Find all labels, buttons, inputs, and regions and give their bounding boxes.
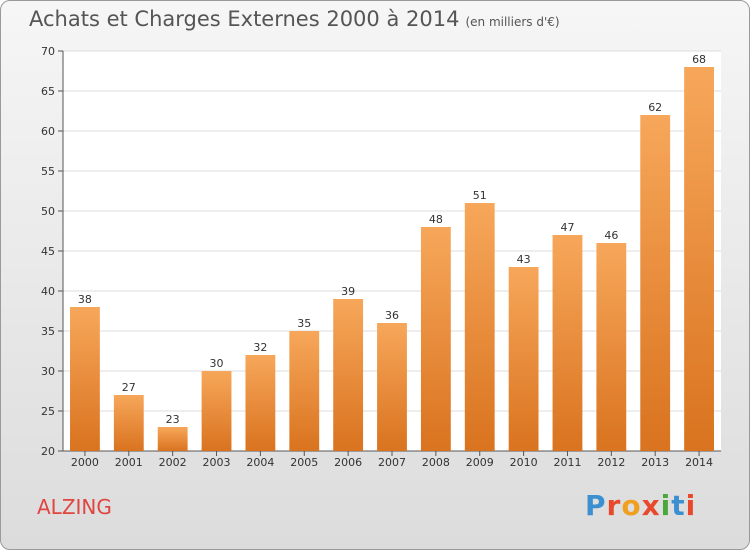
value-label-2004: 32 xyxy=(253,341,267,354)
x-tick-label-2009: 2009 xyxy=(466,456,494,469)
logo-letter: x xyxy=(641,489,661,522)
y-tick-label: 40 xyxy=(41,285,55,298)
value-label-2011: 47 xyxy=(560,221,574,234)
x-tick-label-2002: 2002 xyxy=(159,456,187,469)
x-tick-label-2014: 2014 xyxy=(685,456,713,469)
logo-letter: i xyxy=(685,489,697,522)
bar-2012 xyxy=(596,243,627,451)
y-tick-label: 70 xyxy=(41,45,55,58)
bar-2010 xyxy=(508,267,539,451)
logo-letter: P xyxy=(585,489,607,522)
value-label-2009: 51 xyxy=(473,189,487,202)
logo-letter: o xyxy=(621,489,642,522)
value-label-2012: 46 xyxy=(604,229,618,242)
x-tick-label-2008: 2008 xyxy=(422,456,450,469)
y-tick-label: 35 xyxy=(41,325,55,338)
y-tick-label: 45 xyxy=(41,245,55,258)
x-tick-label-2011: 2011 xyxy=(553,456,581,469)
proxiti-logo[interactable]: Proxiti xyxy=(585,489,696,522)
x-tick-label-2013: 2013 xyxy=(641,456,669,469)
x-tick-label-2012: 2012 xyxy=(597,456,625,469)
bar-2003 xyxy=(201,371,232,451)
y-tick-label: 60 xyxy=(41,125,55,138)
bar-2002 xyxy=(157,427,188,451)
bar-2005 xyxy=(289,331,320,451)
bar-2009 xyxy=(464,203,495,451)
value-label-2013: 62 xyxy=(648,101,662,114)
bar-2006 xyxy=(333,299,364,451)
y-tick-label: 30 xyxy=(41,365,55,378)
x-tick-label-2000: 2000 xyxy=(71,456,99,469)
bars xyxy=(70,67,714,451)
x-tick-label-2006: 2006 xyxy=(334,456,362,469)
value-label-2000: 38 xyxy=(78,293,92,306)
x-tick-label-2003: 2003 xyxy=(203,456,231,469)
x-tick-label-2010: 2010 xyxy=(510,456,538,469)
chart-title-text: Achats et Charges Externes 2000 à 2014 xyxy=(29,7,460,31)
value-label-2010: 43 xyxy=(517,253,531,266)
value-labels: 38 27 23 30 32 35 39 36 48 51 43 47 46 62 68 xyxy=(78,53,706,426)
bar-2007 xyxy=(377,323,407,451)
y-tick-label: 25 xyxy=(41,405,55,418)
bar-2000 xyxy=(70,307,100,451)
y-tick-label: 20 xyxy=(41,445,55,458)
logo-letter: t xyxy=(671,489,686,522)
x-tick-label-2007: 2007 xyxy=(378,456,406,469)
logo-letter: r xyxy=(606,489,622,522)
bar-2001 xyxy=(113,395,144,451)
value-label-2002: 23 xyxy=(166,413,180,426)
x-tick-label-2004: 2004 xyxy=(246,456,274,469)
place-name: ALZING xyxy=(37,495,112,519)
tick-labels: 20 25 30 35 40 45 50 55 60 65 70 2000 2001 2002 2003 20… xyxy=(41,45,713,469)
logo-letter: i xyxy=(660,489,672,522)
value-label-2003: 30 xyxy=(210,357,224,370)
value-label-2008: 48 xyxy=(429,213,443,226)
y-tick-label: 65 xyxy=(41,85,55,98)
chart-title: Achats et Charges Externes 2000 à 2014 (e… xyxy=(29,7,560,31)
value-label-2014: 68 xyxy=(692,53,706,66)
value-label-2005: 35 xyxy=(297,317,311,330)
value-label-2001: 27 xyxy=(122,381,136,394)
y-tick-label: 50 xyxy=(41,205,55,218)
bar-2011 xyxy=(552,235,583,451)
bar-2008 xyxy=(420,227,451,451)
bar-2013 xyxy=(640,115,671,451)
y-tick-label: 55 xyxy=(41,165,55,178)
value-label-2007: 36 xyxy=(385,309,399,322)
bar-2004 xyxy=(245,355,276,451)
x-tick-label-2001: 2001 xyxy=(115,456,143,469)
value-label-2006: 39 xyxy=(341,285,355,298)
chart-subtitle: (en milliers d'€) xyxy=(465,15,560,29)
bar-2014 xyxy=(684,67,714,451)
x-tick-label-2005: 2005 xyxy=(290,456,318,469)
